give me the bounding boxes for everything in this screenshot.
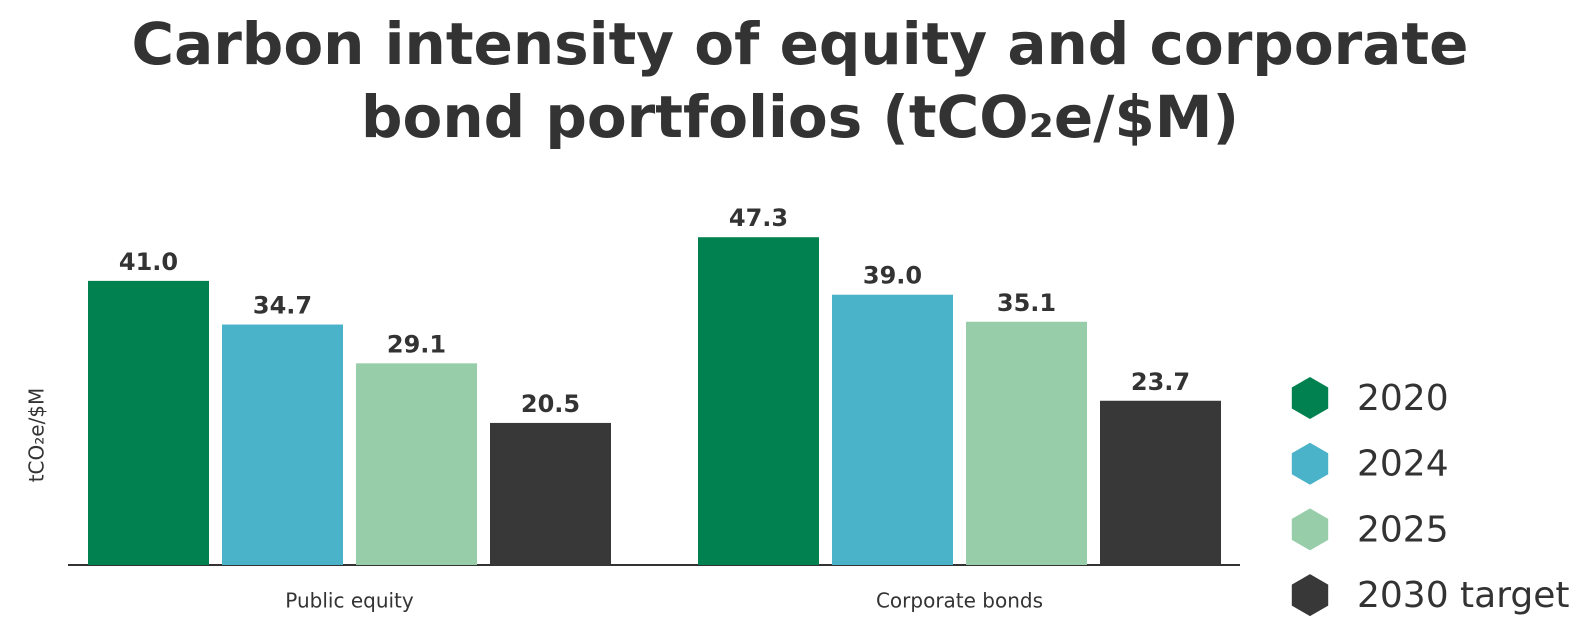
bar	[1100, 400, 1221, 565]
legend-marker	[1291, 377, 1329, 419]
chart-title: Carbon intensity of equity and corporate…	[131, 10, 1469, 151]
value-label: 20.5	[521, 390, 580, 418]
x-tick-label: Corporate bonds	[876, 589, 1043, 613]
bar	[88, 280, 209, 565]
bar	[222, 324, 343, 565]
legend-marker	[1291, 508, 1329, 551]
bar	[698, 237, 819, 565]
value-label: 47.3	[729, 204, 788, 232]
legend-label: 2025	[1357, 509, 1449, 550]
value-label: 29.1	[387, 330, 446, 358]
x-tick-label: Public equity	[285, 589, 414, 613]
bar	[966, 321, 1087, 565]
legend-label: 2024	[1357, 444, 1449, 485]
bar	[490, 422, 611, 565]
value-label: 35.1	[997, 289, 1056, 317]
bar	[832, 294, 953, 565]
bar	[356, 363, 477, 565]
value-label: 39.0	[863, 262, 922, 290]
legend-label: 2030 target	[1357, 575, 1570, 616]
legend-label: 2020	[1357, 378, 1449, 419]
y-axis-label: tCO₂e/$M	[25, 388, 49, 483]
legend-marker	[1291, 574, 1329, 617]
value-label: 41.0	[119, 248, 178, 276]
value-label: 23.7	[1131, 368, 1190, 396]
legend-marker	[1291, 442, 1329, 485]
value-label: 34.7	[253, 292, 312, 320]
